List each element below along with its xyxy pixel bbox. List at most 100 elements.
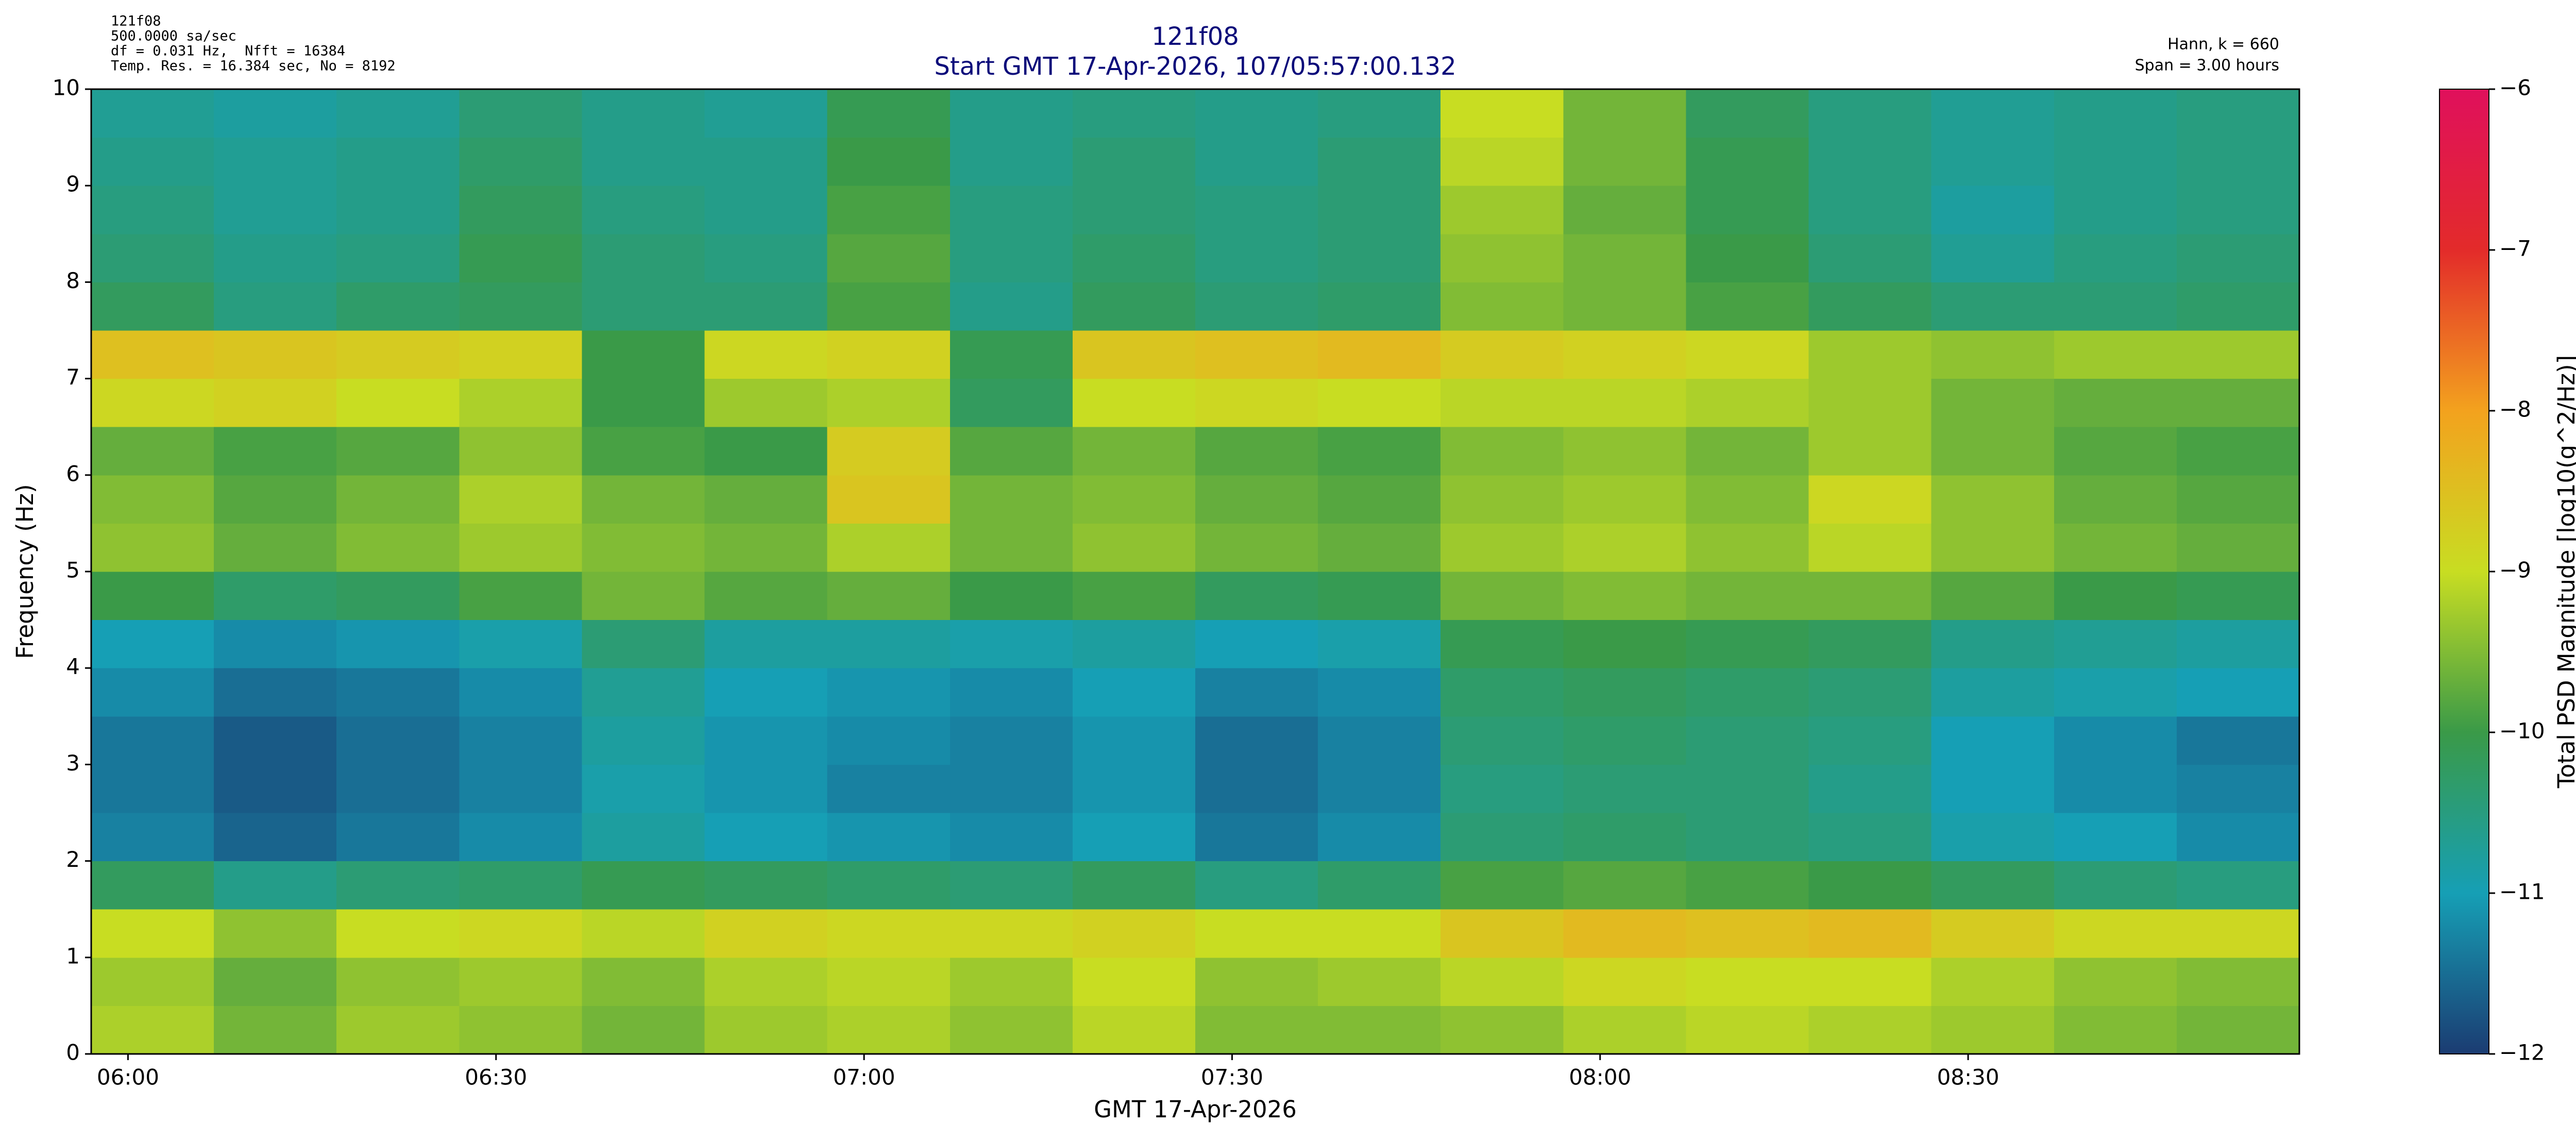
- heatmap-cell: [1318, 330, 1441, 379]
- info-left: 121f08: [111, 13, 161, 29]
- heatmap-cell: [459, 233, 582, 282]
- heatmap-cell: [214, 716, 337, 765]
- heatmap-cell: [1440, 137, 1564, 186]
- heatmap-cell: [1195, 523, 1318, 572]
- x-tick-label: 07:30: [1201, 1065, 1263, 1090]
- heatmap-cell: [1686, 813, 1809, 862]
- heatmap-cell: [336, 233, 460, 282]
- heatmap-cell: [582, 475, 705, 524]
- heatmap-cell: [1563, 764, 1686, 813]
- heatmap-cell: [827, 330, 951, 379]
- heatmap-cell: [1563, 282, 1686, 331]
- heatmap-cell: [214, 186, 337, 234]
- heatmap-cell: [1440, 475, 1564, 524]
- heatmap-cell: [1195, 186, 1318, 234]
- heatmap-cell: [2054, 813, 2177, 862]
- heatmap-cell: [91, 330, 214, 379]
- heatmap-cell: [827, 619, 951, 668]
- y-axis-label: Frequency (Hz): [11, 484, 39, 659]
- y-tick-label: 8: [66, 268, 80, 293]
- heatmap-cell: [1318, 427, 1441, 476]
- heatmap-cell: [459, 813, 582, 862]
- heatmap-cell: [1931, 475, 2055, 524]
- heatmap-cell: [459, 619, 582, 668]
- heatmap-cell: [2054, 909, 2177, 958]
- heatmap-cell: [827, 764, 951, 813]
- heatmap-cell: [1563, 861, 1686, 910]
- colorbar-tick-label: −11: [2499, 879, 2545, 904]
- heatmap-cell: [2176, 668, 2300, 717]
- heatmap-cell: [336, 378, 460, 427]
- heatmap-cell: [1808, 764, 1932, 813]
- heatmap-cell: [582, 233, 705, 282]
- heatmap-cell: [2054, 861, 2177, 910]
- heatmap-cell: [582, 330, 705, 379]
- heatmap-cell: [1440, 764, 1564, 813]
- heatmap-cell: [1563, 1005, 1686, 1054]
- heatmap-cell: [950, 137, 1073, 186]
- heatmap-cell: [1318, 186, 1441, 234]
- heatmap-cell: [950, 89, 1073, 138]
- heatmap-cell: [459, 427, 582, 476]
- heatmap-cell: [1440, 813, 1564, 862]
- heatmap-cell: [214, 813, 337, 862]
- heatmap-cell: [2176, 861, 2300, 910]
- heatmap-cell: [1318, 813, 1441, 862]
- heatmap-cell: [1072, 89, 1196, 138]
- heatmap-cell: [582, 523, 705, 572]
- heatmap-cell: [1195, 233, 1318, 282]
- heatmap-cell: [950, 813, 1073, 862]
- heatmap-cell: [1931, 764, 2055, 813]
- heatmap-cell: [582, 137, 705, 186]
- heatmap-cell: [1318, 233, 1441, 282]
- heatmap-cell: [214, 378, 337, 427]
- heatmap-cell: [91, 89, 214, 138]
- heatmap-cell: [336, 861, 460, 910]
- heatmap-cell: [2176, 572, 2300, 621]
- heatmap-cell: [214, 861, 337, 910]
- colorbar-label: Total PSD Magnitude [log10(g^2/Hz)]: [2553, 355, 2576, 789]
- heatmap-cell: [704, 909, 828, 958]
- heatmap-cell: [91, 137, 214, 186]
- heatmap-cell: [2054, 233, 2177, 282]
- y-tick-label: 1: [66, 943, 80, 968]
- y-tick-label: 5: [66, 558, 80, 583]
- heatmap-cell: [1195, 378, 1318, 427]
- heatmap-cell: [214, 523, 337, 572]
- heatmap-cell: [582, 89, 705, 138]
- heatmap-cell: [1072, 572, 1196, 621]
- heatmap-cell: [1563, 523, 1686, 572]
- heatmap-cell: [1195, 716, 1318, 765]
- y-tick-label: 10: [53, 75, 80, 100]
- heatmap-cell: [1808, 475, 1932, 524]
- heatmap-cell: [91, 861, 214, 910]
- heatmap-cell: [704, 137, 828, 186]
- heatmap-cell: [336, 813, 460, 862]
- y-tick-label: 2: [66, 847, 80, 872]
- heatmap-cell: [704, 233, 828, 282]
- heatmap-cell: [582, 1005, 705, 1054]
- heatmap-cell: [950, 523, 1073, 572]
- heatmap-cell: [1931, 813, 2055, 862]
- heatmap-cell: [704, 716, 828, 765]
- heatmap-cell: [1072, 137, 1196, 186]
- heatmap-cell: [1440, 909, 1564, 958]
- heatmap-cell: [582, 282, 705, 331]
- heatmap-cell: [704, 813, 828, 862]
- heatmap-cell: [2176, 716, 2300, 765]
- heatmap-cell: [1440, 282, 1564, 331]
- heatmap-cell: [1318, 475, 1441, 524]
- heatmap-cell: [459, 282, 582, 331]
- heatmap-cell: [1686, 330, 1809, 379]
- heatmap-cell: [827, 1005, 951, 1054]
- heatmap-cell: [1808, 909, 1932, 958]
- heatmap-cell: [2176, 523, 2300, 572]
- heatmap-cell: [2054, 1005, 2177, 1054]
- heatmap-cell: [91, 619, 214, 668]
- heatmap-cell: [459, 137, 582, 186]
- heatmap-cell: [1440, 186, 1564, 234]
- x-tick-label: 06:00: [97, 1065, 159, 1090]
- heatmap-cell: [704, 668, 828, 717]
- heatmap-cell: [1686, 186, 1809, 234]
